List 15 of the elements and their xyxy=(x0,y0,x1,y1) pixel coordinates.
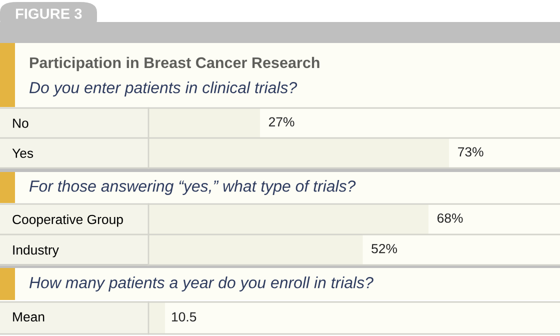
data-label: 68% xyxy=(437,213,463,223)
chart-title: Participation in Breast Cancer Research xyxy=(30,56,320,72)
data-label: 27% xyxy=(268,117,294,126)
data-label: 52% xyxy=(372,244,397,254)
y-tick-label: Yes xyxy=(12,148,34,158)
text: How many patients a year do you enroll in trials? xyxy=(29,276,374,292)
data-label: 73% xyxy=(458,147,484,157)
caption: FIGURE 3 xyxy=(16,8,82,19)
chart-subtitle: Do you enter patients in clinical trials? xyxy=(29,82,298,96)
data-label: 10.5 xyxy=(172,312,196,322)
y-tick-label: No xyxy=(13,118,28,128)
y-tick-label: Industry xyxy=(13,244,59,258)
category-label: Mean xyxy=(13,312,44,322)
chart-subtitle: For those answering “yes,” what type of trials? xyxy=(29,180,356,195)
y-tick-label: Cooperative Group xyxy=(12,214,123,227)
